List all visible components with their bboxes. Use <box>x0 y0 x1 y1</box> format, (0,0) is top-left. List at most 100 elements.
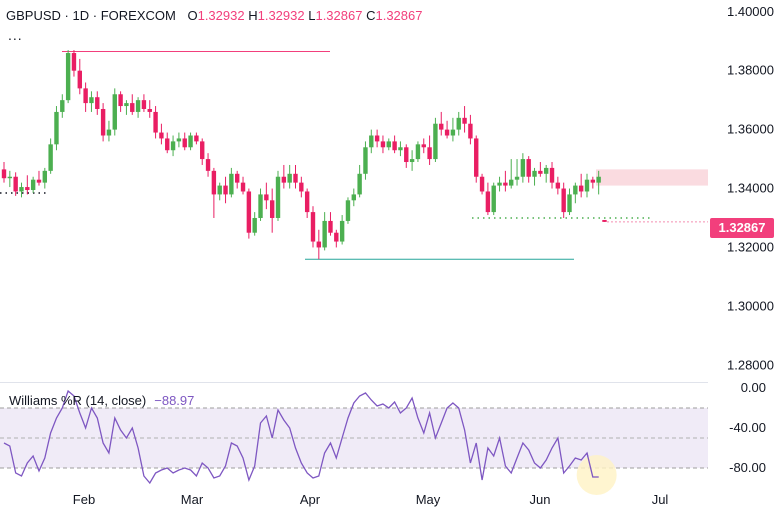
candle-up <box>409 159 415 163</box>
candle-down <box>479 176 485 192</box>
candle-down <box>235 173 240 183</box>
candle-down <box>526 159 531 177</box>
price-axis-tick: 1.30000 <box>727 298 774 313</box>
candle-up <box>170 141 176 151</box>
wr-line-tail <box>586 452 599 478</box>
candle-down <box>561 188 566 213</box>
candle-up <box>287 173 292 183</box>
interval[interactable]: 1D <box>72 8 90 23</box>
high-label: H <box>248 8 258 23</box>
candle-up <box>345 200 351 221</box>
candle-up <box>497 182 502 186</box>
candle-down <box>130 103 135 112</box>
price-axis-tick: 1.40000 <box>727 4 774 19</box>
candle-down <box>240 182 246 192</box>
candle-down <box>200 141 205 160</box>
candle-up <box>124 103 129 107</box>
candle-down <box>503 182 508 186</box>
candle-up <box>252 217 257 233</box>
candle-up <box>433 123 438 160</box>
axes: 1.40000 1.38000 1.36000 1.34000 1.32000 1.300… <box>73 4 774 507</box>
price-axis-tick: 1.34000 <box>727 181 774 196</box>
candle-down <box>590 179 596 183</box>
exchange: FOREXCOM <box>100 8 176 23</box>
low-label: L <box>308 8 316 23</box>
williams-r-legend[interactable]: Williams %R (14, close) −88.97 <box>9 393 194 408</box>
candle-down <box>246 191 252 233</box>
candle-down <box>71 53 77 71</box>
candle-up <box>584 179 590 192</box>
candle-down <box>159 132 164 139</box>
candle-up <box>596 176 601 183</box>
candle-up <box>543 167 549 174</box>
candle-up <box>520 159 526 177</box>
candle-up <box>89 97 94 104</box>
candle-up <box>19 187 24 192</box>
candle-down <box>264 194 269 201</box>
candle-up <box>450 129 456 136</box>
candle-up <box>532 170 537 177</box>
candle-down <box>100 108 106 136</box>
candle-down <box>316 241 322 248</box>
close-value: 1.32867 <box>375 8 423 23</box>
candle-up <box>30 179 36 190</box>
time-axis-tick: Mar <box>181 492 204 507</box>
candle-down <box>299 182 304 192</box>
candle-up <box>386 141 391 148</box>
candle-down <box>555 182 561 189</box>
candle-down <box>328 220 333 233</box>
candle-up <box>275 176 281 218</box>
symbol-name[interactable]: GBPUSD <box>6 8 61 23</box>
candle-down <box>281 176 287 183</box>
candle-up <box>106 129 112 136</box>
separator: · <box>64 8 69 23</box>
candle-down <box>269 200 275 218</box>
candle-up <box>351 194 356 201</box>
candle-up <box>456 117 461 130</box>
candle-up <box>135 100 141 112</box>
time-axis-tick: Jun <box>530 492 551 507</box>
wr-line <box>3 389 599 485</box>
candle-up <box>363 147 368 174</box>
candle-down <box>538 170 543 174</box>
candle-down <box>25 187 30 190</box>
candle-up <box>60 100 65 112</box>
candle-up <box>54 111 59 145</box>
candle-down <box>334 232 339 242</box>
candle-up <box>357 173 362 195</box>
last-price-tag: 1.32867 <box>710 218 774 238</box>
candle-down <box>304 191 310 213</box>
candle-down <box>153 111 158 133</box>
candle-up <box>509 179 514 186</box>
separator: · <box>92 8 98 23</box>
symbol-header: GBPUSD · 1D · FOREXCOM O1.32932 H1.32932… <box>6 8 422 23</box>
candle-up <box>217 185 222 195</box>
candle-up <box>229 173 234 195</box>
candle-up <box>7 176 13 179</box>
wr-last-highlight <box>576 454 617 495</box>
indicator-value: −88.97 <box>154 393 195 408</box>
candle-up <box>514 176 520 180</box>
candle-down <box>182 138 187 148</box>
candle-down <box>141 100 147 109</box>
candle-down <box>578 185 584 192</box>
open-label: O <box>187 8 198 23</box>
candle-down <box>293 173 298 183</box>
time-axis-tick: May <box>416 492 441 507</box>
price-pane[interactable] <box>0 50 708 260</box>
candle-down <box>1 169 7 179</box>
wr-axis-tick: -40.00 <box>729 420 766 435</box>
candle-up <box>65 53 71 101</box>
candle-up <box>322 220 327 248</box>
candle-down <box>485 191 491 213</box>
more-options-button[interactable]: ... <box>8 27 23 43</box>
williams-r-pane[interactable] <box>0 389 708 495</box>
candle-down <box>374 135 380 142</box>
candle-up <box>339 220 345 242</box>
candle-down <box>392 141 397 151</box>
candle-down <box>474 138 479 177</box>
candle-up <box>415 144 421 160</box>
candle-down <box>205 159 211 171</box>
candle-down <box>223 185 228 195</box>
